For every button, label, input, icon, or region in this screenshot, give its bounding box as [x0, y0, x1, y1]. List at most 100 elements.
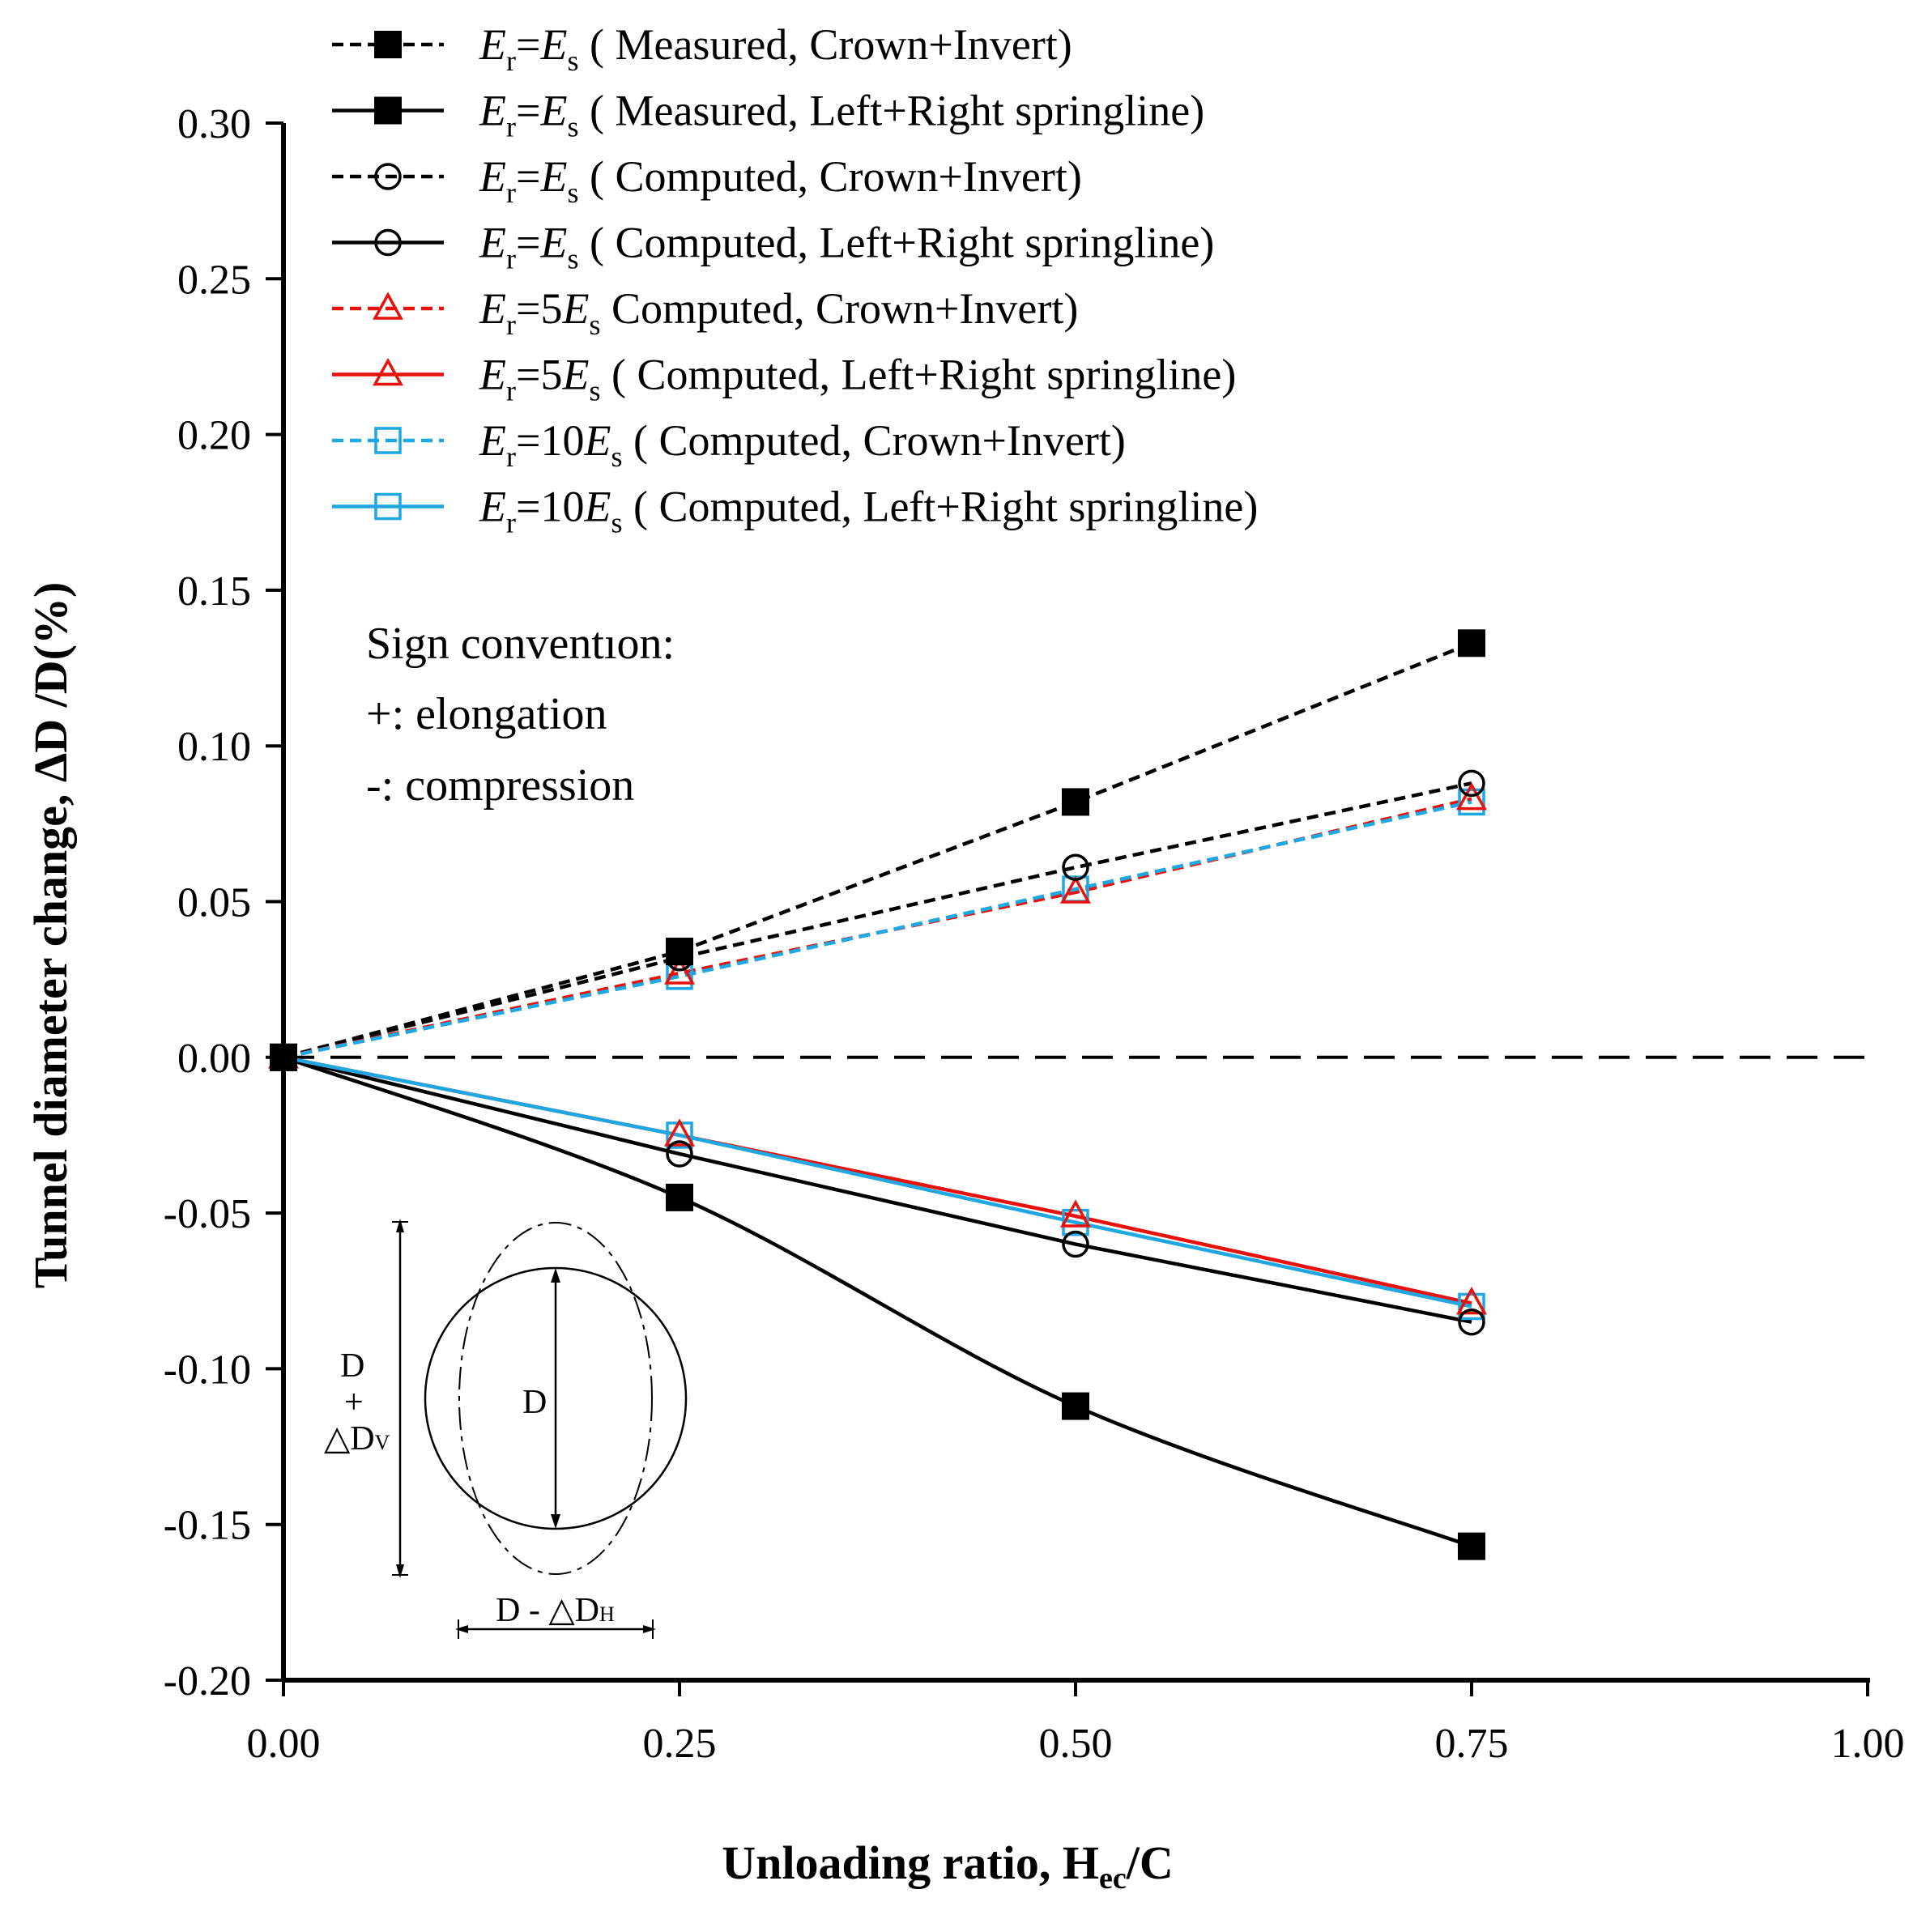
series-line-measured-crown-invert	[283, 641, 1472, 1059]
x-tick-label: 0.75	[1435, 1721, 1509, 1767]
y-tick-label: -0.10	[164, 1347, 251, 1393]
data-point-er5-springline	[664, 1118, 695, 1147]
legend-label-part: r	[506, 440, 516, 473]
legend-label-part: s	[567, 45, 578, 77]
legend-label-part: s	[589, 375, 600, 407]
legend-marker-er10-springline	[374, 492, 402, 521]
legend-label-part: Computed, Crown+Invert)	[600, 284, 1078, 333]
vertical-delta-text: △D	[324, 1420, 375, 1458]
legend-label-part: =	[516, 152, 540, 201]
x-tick-label: 0.00	[247, 1721, 321, 1767]
legend-label-part: E	[539, 87, 567, 135]
series-line-er5-crown-invert	[283, 797, 1472, 1060]
legend-marker-measured-crown-invert	[374, 31, 402, 58]
data-point-measured-crown-invert	[666, 938, 693, 966]
horizontal-delta-text: D - △D	[496, 1592, 599, 1629]
legend-label-part: r	[506, 309, 516, 341]
legend-label-part: E	[561, 351, 589, 399]
series-line-computed-springline	[283, 1055, 1472, 1324]
legend-label-part: E	[539, 20, 567, 69]
horizontal-delta-subscript: H	[599, 1602, 615, 1626]
y-tick-label: -0.20	[164, 1658, 251, 1704]
legend-label-part: ( Measured, Left+Right springline)	[578, 87, 1204, 135]
legend-label-part: r	[506, 243, 516, 275]
legend-marker-computed-springline	[374, 228, 402, 257]
y-tick-label: 0.00	[177, 1036, 251, 1082]
x-tick-label: 0.25	[643, 1721, 717, 1767]
data-point-measured-crown-invert	[1062, 788, 1089, 816]
legend-label-part: s	[611, 507, 622, 539]
legend-label-part: ( Computed, Left+Right springline)	[622, 483, 1258, 531]
data-point-er5-crown-invert	[1060, 875, 1091, 904]
legend-label-part: ( Computed, Crown+Invert)	[622, 416, 1125, 465]
sign-convention-plus: +: elongation	[366, 689, 607, 739]
legend-label-part: r	[506, 45, 516, 77]
data-point-computed-crown-invert	[1062, 853, 1089, 881]
vertical-dimension-d: D	[340, 1347, 364, 1385]
data-point-er5-crown-invert	[1456, 781, 1487, 811]
legend-label-part: s	[567, 177, 578, 209]
y-tick-label: 0.25	[177, 257, 251, 303]
legend-label-er5-crown-invert: Er=5Es Computed, Crown+Invert)	[479, 284, 1078, 341]
data-point-er5-springline	[1060, 1199, 1091, 1228]
x-tick-label: 1.00	[1831, 1721, 1905, 1767]
data-point-computed-springline	[1062, 1230, 1089, 1258]
x-axis-title: Unloading ratio, Hec/C	[722, 1836, 1173, 1896]
data-point-measured-crown-invert	[1458, 629, 1485, 657]
legend-label-part: =	[516, 219, 540, 267]
legend-label-er10-crown-invert: Er=10Es ( Computed, Crown+Invert)	[479, 416, 1126, 473]
y-tick-label: 0.30	[177, 101, 251, 147]
legend-marker-computed-crown-invert	[374, 163, 402, 190]
data-point-er5-crown-invert	[664, 956, 695, 985]
legend-label-part: E	[539, 152, 567, 201]
legend-label-part: s	[567, 111, 578, 143]
data-point-computed-springline	[1458, 1308, 1485, 1336]
legend-marker-er5-springline	[373, 357, 403, 386]
data-point-er10-crown-invert	[1458, 788, 1485, 816]
y-tick-label: 0.05	[177, 880, 251, 926]
legend-label-computed-crown-invert: Er=Es ( Computed, Crown+Invert)	[479, 152, 1082, 209]
vertical-dimension-delta: △DV	[324, 1420, 390, 1458]
x-axis-title-subscript: ec	[1099, 1862, 1127, 1896]
y-tick-label: -0.05	[164, 1191, 251, 1237]
y-axis-title: Tunnel diameter change, ΔD /D(%)	[24, 582, 77, 1289]
series-line-measured-springline	[283, 1055, 1472, 1548]
axes-layer: -0.20 -0.15 -0.10 -0.05 0.00 0.05 0.10 0.15 0.20…	[164, 101, 1905, 1767]
data-point-measured-springline	[666, 1183, 693, 1211]
vertical-dimension-plus: +	[344, 1384, 364, 1421]
sign-convention-minus: -: compression	[366, 760, 634, 811]
x-axis-title-tail: /C	[1126, 1836, 1174, 1889]
series-line-computed-crown-invert	[283, 781, 1472, 1059]
legend-label-part: s	[589, 309, 600, 341]
y-tick-label: -0.15	[164, 1503, 251, 1549]
legend-label-part: r	[506, 507, 516, 539]
deformation-diagram: D D + △DV D - △DH	[324, 1219, 688, 1639]
legend-label-computed-springline: Er=Es ( Computed, Left+Right springline)	[479, 219, 1214, 275]
vertical-delta-subscript: V	[375, 1431, 390, 1454]
legend-label-part: E	[583, 483, 611, 531]
legend-label-part: E	[479, 483, 506, 531]
legend-label-part: r	[506, 375, 516, 407]
y-tick-label: 0.20	[177, 413, 251, 459]
legend-label-measured-springline: Er=Es ( Measured, Left+Right springline)	[479, 87, 1204, 143]
legend-label-part: ( Measured, Crown+Invert)	[578, 20, 1072, 69]
legend-label-part: E	[479, 87, 506, 135]
data-point-er5-springline	[1456, 1287, 1487, 1315]
series-line-er10-springline	[283, 1055, 1472, 1309]
legend-label-part: s	[611, 440, 622, 473]
legend-label-part: ( Computed, Crown+Invert)	[578, 152, 1081, 201]
legend-label-part: s	[567, 243, 578, 275]
data-point-computed-springline	[666, 1140, 693, 1168]
legend-label-part: E	[479, 351, 506, 399]
x-axis-title-main: Unloading ratio, H	[722, 1836, 1099, 1889]
y-tick-label: 0.15	[177, 568, 251, 615]
legend-label-part: E	[583, 416, 611, 465]
legend-label-part: E	[561, 284, 589, 333]
sign-convention-title: Sign conventıon:	[366, 619, 675, 669]
data-point-computed-crown-invert	[1458, 769, 1485, 798]
legend-label-part: ( Computed, Left+Right springline)	[578, 219, 1214, 267]
sign-convention-note: Sign conventıon: +: elongation -: compre…	[366, 619, 675, 811]
legend-label-er5-springline: Er=5Es ( Computed, Left+Right springline…	[479, 351, 1236, 407]
legend-label-part: =	[516, 20, 540, 69]
